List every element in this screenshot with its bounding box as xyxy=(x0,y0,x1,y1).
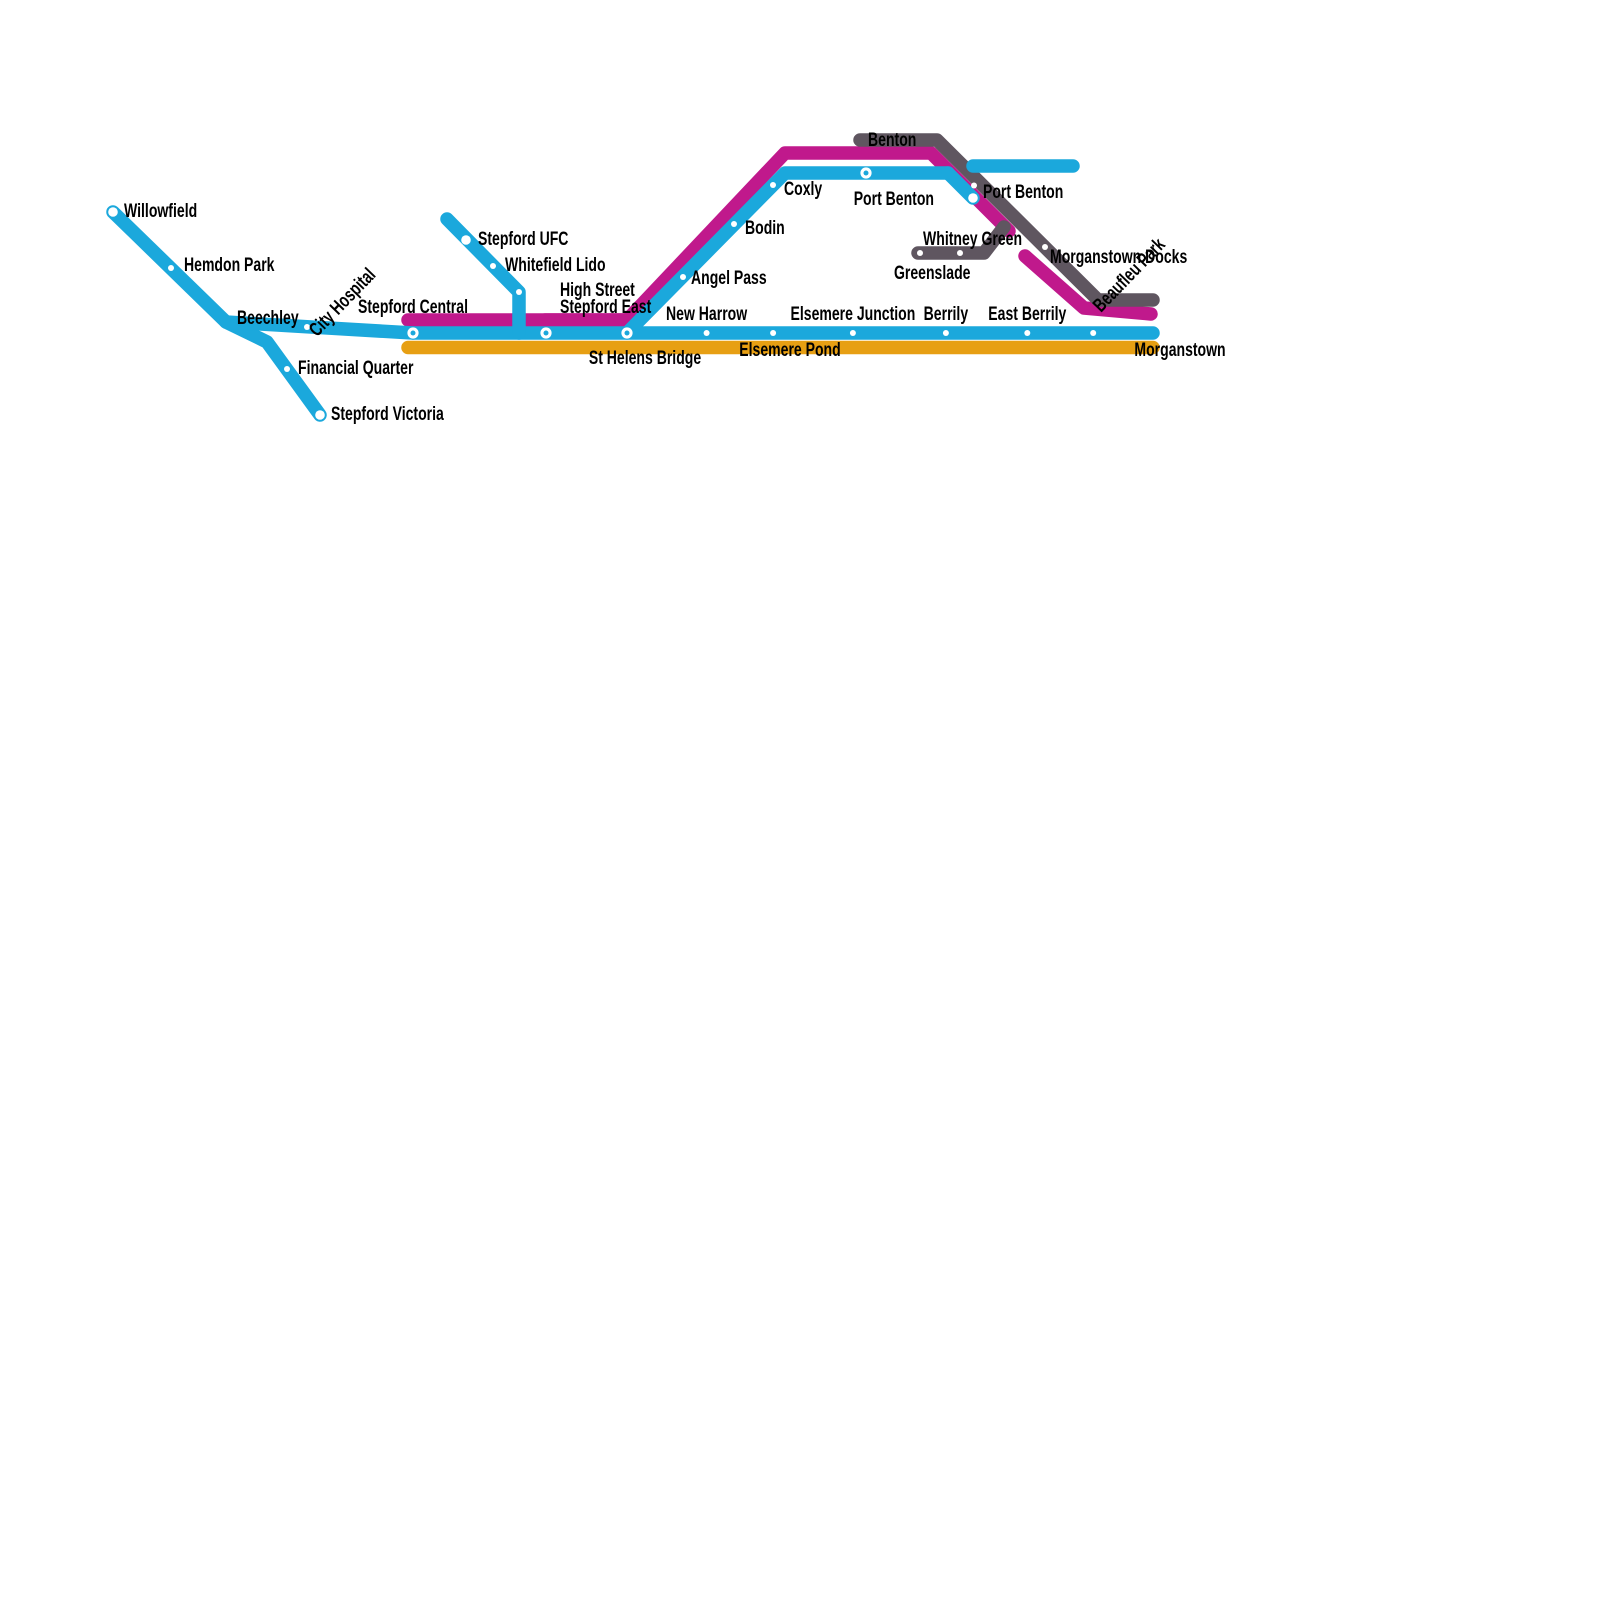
svg-text:Greenslade: Greenslade xyxy=(894,262,970,284)
svg-text:Willowfield: Willowfield xyxy=(124,200,197,222)
svg-text:Beechley: Beechley xyxy=(237,307,299,329)
svg-text:Stepford East: Stepford East xyxy=(560,296,652,318)
svg-text:Port Benton: Port Benton xyxy=(983,181,1063,203)
svg-text:St Helens Bridge: St Helens Bridge xyxy=(589,347,701,369)
svg-text:Hemdon Park: Hemdon Park xyxy=(184,254,275,276)
svg-text:New Harrow: New Harrow xyxy=(666,303,748,325)
svg-text:Stepford UFC: Stepford UFC xyxy=(478,228,568,250)
svg-text:Stepford Central: Stepford Central xyxy=(358,296,468,318)
svg-text:Elsemere Pond: Elsemere Pond xyxy=(739,339,840,361)
svg-text:Financial Quarter: Financial Quarter xyxy=(298,357,414,379)
svg-text:Angel Pass: Angel Pass xyxy=(691,267,767,289)
svg-text:Berrily: Berrily xyxy=(924,303,969,325)
svg-text:Morganstown: Morganstown xyxy=(1134,339,1225,361)
svg-text:Stepford Victoria: Stepford Victoria xyxy=(331,403,444,425)
svg-text:East Berrily: East Berrily xyxy=(988,303,1066,325)
svg-text:Port Benton: Port Benton xyxy=(854,188,934,210)
svg-text:Bodin: Bodin xyxy=(745,217,785,239)
svg-text:Coxly: Coxly xyxy=(784,178,823,200)
svg-text:Elsemere Junction: Elsemere Junction xyxy=(790,303,915,325)
svg-text:Benton: Benton xyxy=(868,129,916,151)
svg-text:Whitney Green: Whitney Green xyxy=(923,228,1022,250)
svg-text:Whitefield Lido: Whitefield Lido xyxy=(505,254,606,276)
